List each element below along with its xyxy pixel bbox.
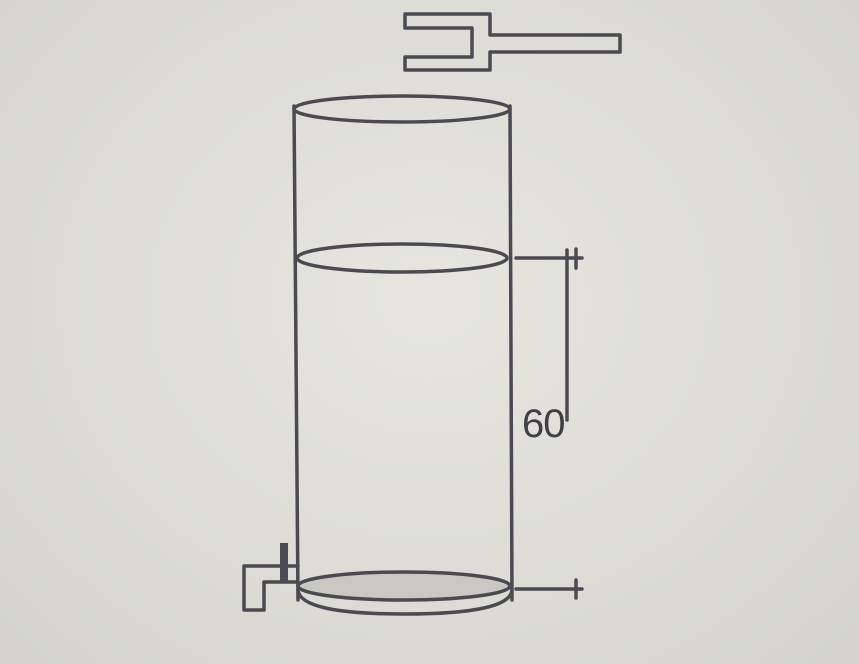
cylinder-bottom-outer: [296, 588, 514, 616]
height-dimension-label: 60: [522, 402, 565, 446]
cylinder-right-wall: [508, 104, 514, 602]
drain-tap-valve: [280, 543, 288, 581]
faucet-icon: [403, 12, 622, 72]
cylinder-top-rim: [292, 94, 512, 124]
cylinder-left-wall: [292, 104, 300, 602]
drain-tap-icon: [242, 564, 300, 612]
cylinder-bottom-inner: [296, 570, 512, 602]
water-surface: [295, 242, 509, 274]
